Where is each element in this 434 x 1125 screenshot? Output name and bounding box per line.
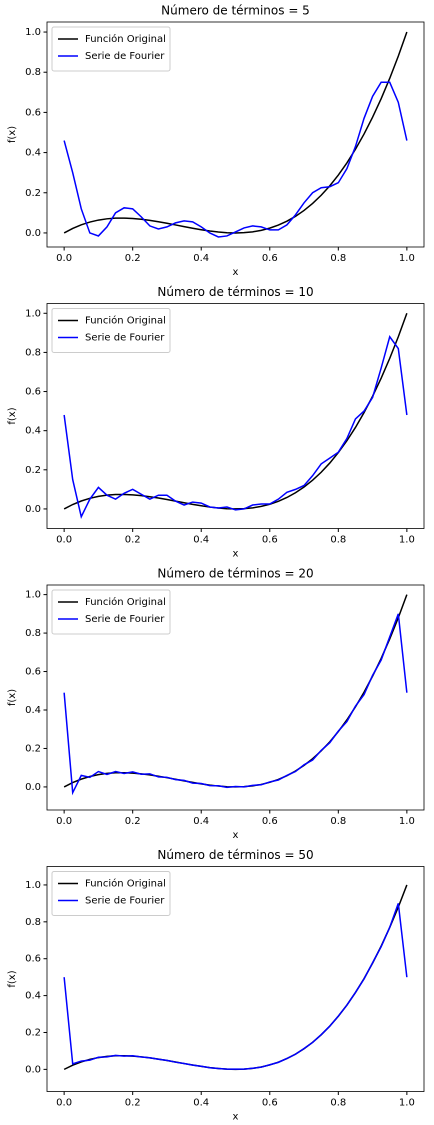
axes-frame: [46, 21, 425, 248]
y-tick-label: 1.0: [25, 308, 41, 319]
x-tick-label: 0.6: [262, 253, 278, 264]
y-tick-label: 0.6: [25, 954, 41, 965]
series-line: [63, 335, 408, 519]
y-tick-label: 0.8: [25, 628, 41, 639]
x-tick-label: 0.8: [330, 253, 346, 264]
y-tick-label: 0.2: [25, 188, 41, 199]
y-tick-label: 0.2: [25, 1027, 41, 1038]
y-tick-label: 0.2: [25, 743, 41, 754]
x-tick-label: 0.6: [262, 535, 278, 546]
y-tick-label: 0.0: [25, 1064, 41, 1075]
plot-area: [63, 313, 408, 519]
y-tick-label: 0.6: [25, 667, 41, 678]
x-tick-label: 1.0: [399, 816, 415, 827]
axes-frame: [46, 303, 425, 529]
x-tick-label: 0.8: [330, 535, 346, 546]
x-tick-label: 0.2: [125, 816, 141, 827]
plot-area: [63, 31, 408, 238]
series-line: [63, 31, 408, 234]
x-tick-label: 0.2: [125, 1098, 141, 1109]
y-axis-label: f(x): [7, 126, 18, 143]
y-tick-label: 0.8: [25, 67, 41, 78]
y-axis-label: f(x): [7, 407, 18, 424]
x-axis-label: x: [233, 267, 239, 278]
series-line: [63, 613, 408, 796]
x-tick-label: 1.0: [399, 535, 415, 546]
chart-title: Número de términos = 20: [157, 567, 313, 581]
legend-box: [51, 308, 171, 353]
axes-frame: [46, 584, 425, 811]
legend-label: Serie de Fourier: [85, 51, 165, 62]
x-tick-label: 0.0: [56, 253, 72, 264]
legend-label: Función Original: [85, 596, 166, 608]
y-tick-label: 0.6: [25, 107, 41, 118]
chart-title: Número de términos = 10: [157, 285, 313, 299]
x-tick-label: 0.4: [193, 253, 209, 264]
y-tick-label: 0.0: [25, 782, 41, 793]
x-tick-label: 0.0: [56, 816, 72, 827]
y-tick-label: 1.0: [25, 27, 41, 38]
y-tick-label: 0.4: [25, 426, 41, 437]
plot-area: [63, 884, 408, 1071]
x-tick-label: 0.4: [193, 816, 209, 827]
y-tick-label: 0.0: [25, 228, 41, 239]
legend-label: Serie de Fourier: [85, 614, 165, 625]
legend-label: Serie de Fourier: [85, 896, 165, 907]
x-tick-label: 0.0: [56, 535, 72, 546]
legend-label: Función Original: [85, 878, 166, 890]
chart-title: Número de términos = 5: [161, 4, 310, 18]
legend-label: Función Original: [85, 33, 166, 45]
plot-area: [63, 594, 408, 796]
y-tick-label: 0.8: [25, 347, 41, 358]
series-line: [63, 903, 408, 1070]
x-axis-label: x: [233, 549, 239, 560]
x-tick-label: 0.2: [125, 535, 141, 546]
y-tick-label: 0.4: [25, 991, 41, 1002]
legend-label: Serie de Fourier: [85, 333, 165, 344]
y-tick-label: 0.4: [25, 705, 41, 716]
y-tick-label: 0.2: [25, 465, 41, 476]
legend-box: [51, 589, 171, 635]
x-tick-label: 0.2: [125, 253, 141, 264]
x-tick-label: 0.6: [262, 816, 278, 827]
legend-box: [51, 871, 171, 916]
x-axis-label: x: [233, 830, 239, 841]
x-tick-label: 0.8: [330, 816, 346, 827]
legend-label: Función Original: [85, 315, 166, 327]
y-axis-label: f(x): [7, 689, 18, 706]
x-tick-label: 1.0: [399, 253, 415, 264]
x-tick-label: 0.8: [330, 1098, 346, 1109]
axes-frame: [46, 866, 425, 1092]
y-tick-label: 1.0: [25, 880, 41, 891]
x-tick-label: 1.0: [399, 1098, 415, 1109]
y-axis-label: f(x): [7, 970, 18, 987]
x-tick-label: 0.4: [193, 1098, 209, 1109]
x-tick-label: 0.4: [193, 535, 209, 546]
x-tick-label: 0.6: [262, 1098, 278, 1109]
y-tick-label: 0.0: [25, 504, 41, 515]
legend-box: [51, 26, 171, 72]
y-tick-label: 0.6: [25, 387, 41, 398]
y-tick-label: 0.8: [25, 917, 41, 928]
y-tick-label: 1.0: [25, 590, 41, 601]
x-axis-label: x: [233, 1112, 239, 1123]
x-tick-label: 0.0: [56, 1098, 72, 1109]
chart-title: Número de términos = 50: [157, 848, 313, 862]
series-line: [63, 81, 408, 238]
y-tick-label: 0.4: [25, 148, 41, 159]
